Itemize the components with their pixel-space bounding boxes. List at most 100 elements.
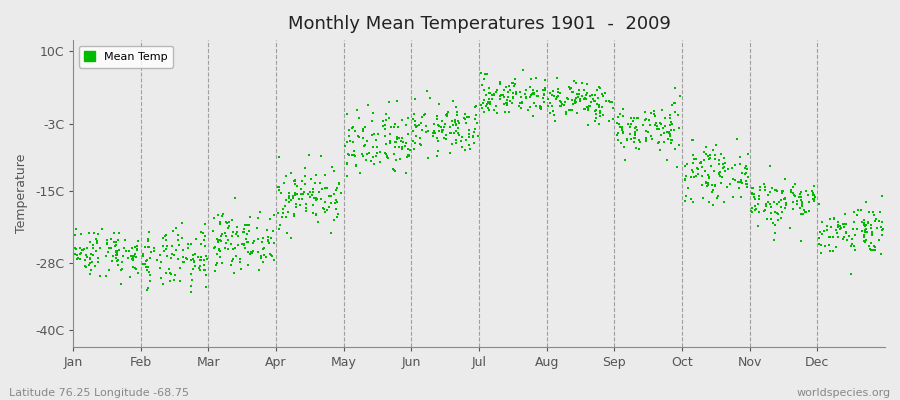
Point: [866, 246, 880, 253]
Point: [723, 180, 737, 187]
Point: [309, 197, 323, 204]
Point: [617, 157, 632, 164]
Point: [79, 252, 94, 258]
Point: [526, 113, 541, 119]
Point: [795, 201, 809, 208]
Point: [163, 278, 177, 284]
Point: [668, 109, 682, 116]
Point: [649, 120, 663, 126]
Point: [611, 114, 625, 120]
Point: [329, 199, 344, 205]
Point: [297, 180, 311, 187]
Point: [196, 267, 211, 274]
Point: [814, 242, 829, 248]
Point: [449, 140, 464, 146]
Point: [194, 257, 208, 263]
Point: [284, 170, 298, 176]
Point: [357, 142, 372, 148]
Point: [325, 164, 339, 170]
Point: [695, 182, 709, 189]
Point: [144, 249, 158, 255]
Point: [154, 275, 168, 282]
Point: [83, 255, 97, 261]
Point: [216, 210, 230, 217]
Point: [73, 251, 87, 258]
Point: [346, 148, 361, 154]
Point: [487, 91, 501, 98]
Point: [413, 120, 428, 126]
Point: [309, 197, 323, 204]
Point: [793, 190, 807, 197]
Point: [382, 131, 397, 137]
Point: [679, 193, 693, 200]
Point: [783, 188, 797, 195]
Point: [302, 189, 317, 195]
Point: [684, 174, 698, 180]
Point: [874, 232, 888, 238]
Point: [634, 138, 648, 145]
Point: [758, 207, 772, 213]
Point: [435, 128, 449, 135]
Point: [766, 219, 780, 226]
Point: [264, 252, 278, 258]
Point: [764, 216, 778, 222]
Point: [854, 206, 868, 213]
Point: [322, 204, 337, 210]
Point: [406, 116, 420, 123]
Point: [626, 118, 640, 125]
Point: [230, 224, 245, 231]
Point: [211, 239, 225, 245]
Point: [171, 237, 185, 244]
Point: [275, 206, 290, 212]
Point: [274, 222, 288, 228]
Point: [469, 112, 483, 118]
Point: [211, 260, 225, 266]
Point: [93, 245, 107, 251]
Point: [763, 163, 778, 170]
Y-axis label: Temperature: Temperature: [15, 154, 28, 233]
Point: [118, 237, 132, 243]
Point: [609, 120, 624, 126]
Point: [348, 128, 363, 134]
Point: [343, 138, 357, 144]
Point: [812, 234, 826, 241]
Point: [716, 161, 730, 167]
Point: [493, 92, 508, 99]
Point: [794, 196, 808, 203]
Point: [645, 136, 660, 142]
Point: [379, 117, 393, 124]
Point: [360, 151, 374, 157]
Point: [671, 112, 686, 118]
Point: [200, 255, 214, 262]
Point: [111, 237, 125, 243]
Point: [536, 91, 551, 97]
Point: [264, 235, 278, 241]
Point: [579, 96, 593, 102]
Point: [561, 95, 575, 102]
Point: [789, 198, 804, 204]
Point: [449, 103, 464, 110]
Point: [708, 182, 723, 189]
Point: [171, 232, 185, 238]
Point: [140, 267, 155, 274]
Point: [360, 138, 374, 144]
Point: [436, 135, 451, 142]
Point: [763, 210, 778, 216]
Point: [609, 132, 624, 138]
Point: [409, 95, 423, 102]
Point: [768, 209, 782, 215]
Point: [868, 216, 883, 222]
Point: [513, 100, 527, 106]
Point: [228, 195, 242, 201]
Point: [801, 192, 815, 198]
Point: [68, 251, 83, 257]
Point: [142, 272, 157, 278]
Point: [667, 127, 681, 134]
Point: [596, 112, 610, 118]
Point: [441, 108, 455, 115]
Point: [798, 209, 813, 216]
Point: [835, 220, 850, 227]
Point: [410, 132, 424, 139]
Point: [130, 243, 144, 249]
Point: [194, 241, 208, 247]
